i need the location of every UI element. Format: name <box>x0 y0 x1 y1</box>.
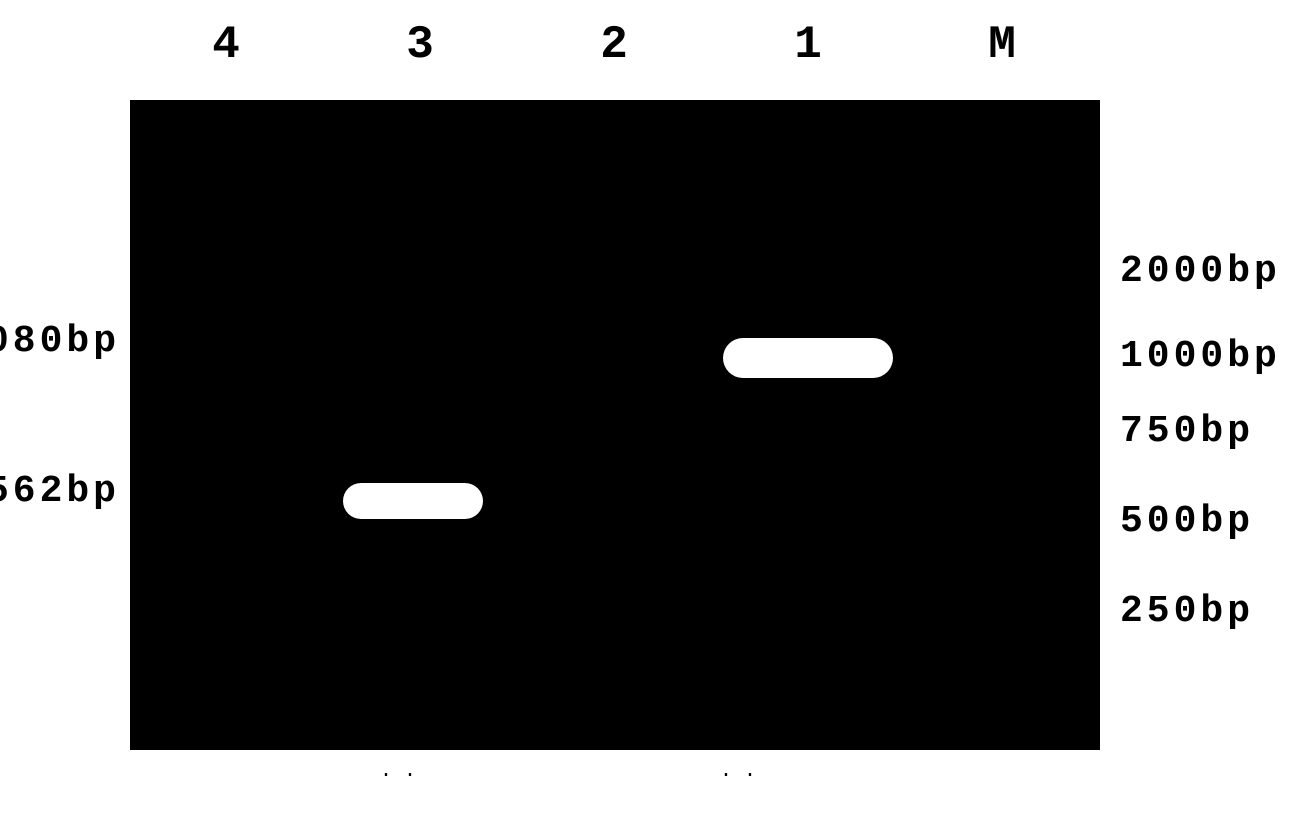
left-label-562bp: 562bp <box>0 470 120 513</box>
lane-label-1: 1 <box>794 19 824 71</box>
lane-label-2: 2 <box>600 19 630 71</box>
artifact-dots-right: . . <box>720 760 756 783</box>
artifact-dots-left: . . <box>380 760 416 783</box>
band-lane3-562bp <box>343 483 483 519</box>
right-label-250bp: 250bp <box>1120 590 1254 633</box>
right-label-500bp: 500bp <box>1120 500 1254 543</box>
lane-label-M: M <box>988 19 1018 71</box>
left-label-1080bp: 1080bp <box>0 320 120 363</box>
right-label-1000bp: 1000bp <box>1120 335 1281 378</box>
band-lane1-1080bp <box>723 338 893 378</box>
lane-label-4: 4 <box>212 19 242 71</box>
right-label-2000bp: 2000bp <box>1120 250 1281 293</box>
lane-label-3: 3 <box>406 19 436 71</box>
gel-figure-container: 4 3 2 1 M 1080bp 562bp 2000bp 1000bp 750… <box>0 0 1307 813</box>
right-label-750bp: 750bp <box>1120 410 1254 453</box>
right-size-labels: 2000bp 1000bp 750bp 500bp 250bp <box>1110 100 1300 750</box>
left-size-labels: 1080bp 562bp <box>0 100 125 750</box>
gel-area <box>130 100 1100 750</box>
lane-labels-row: 4 3 2 1 M <box>130 0 1100 90</box>
